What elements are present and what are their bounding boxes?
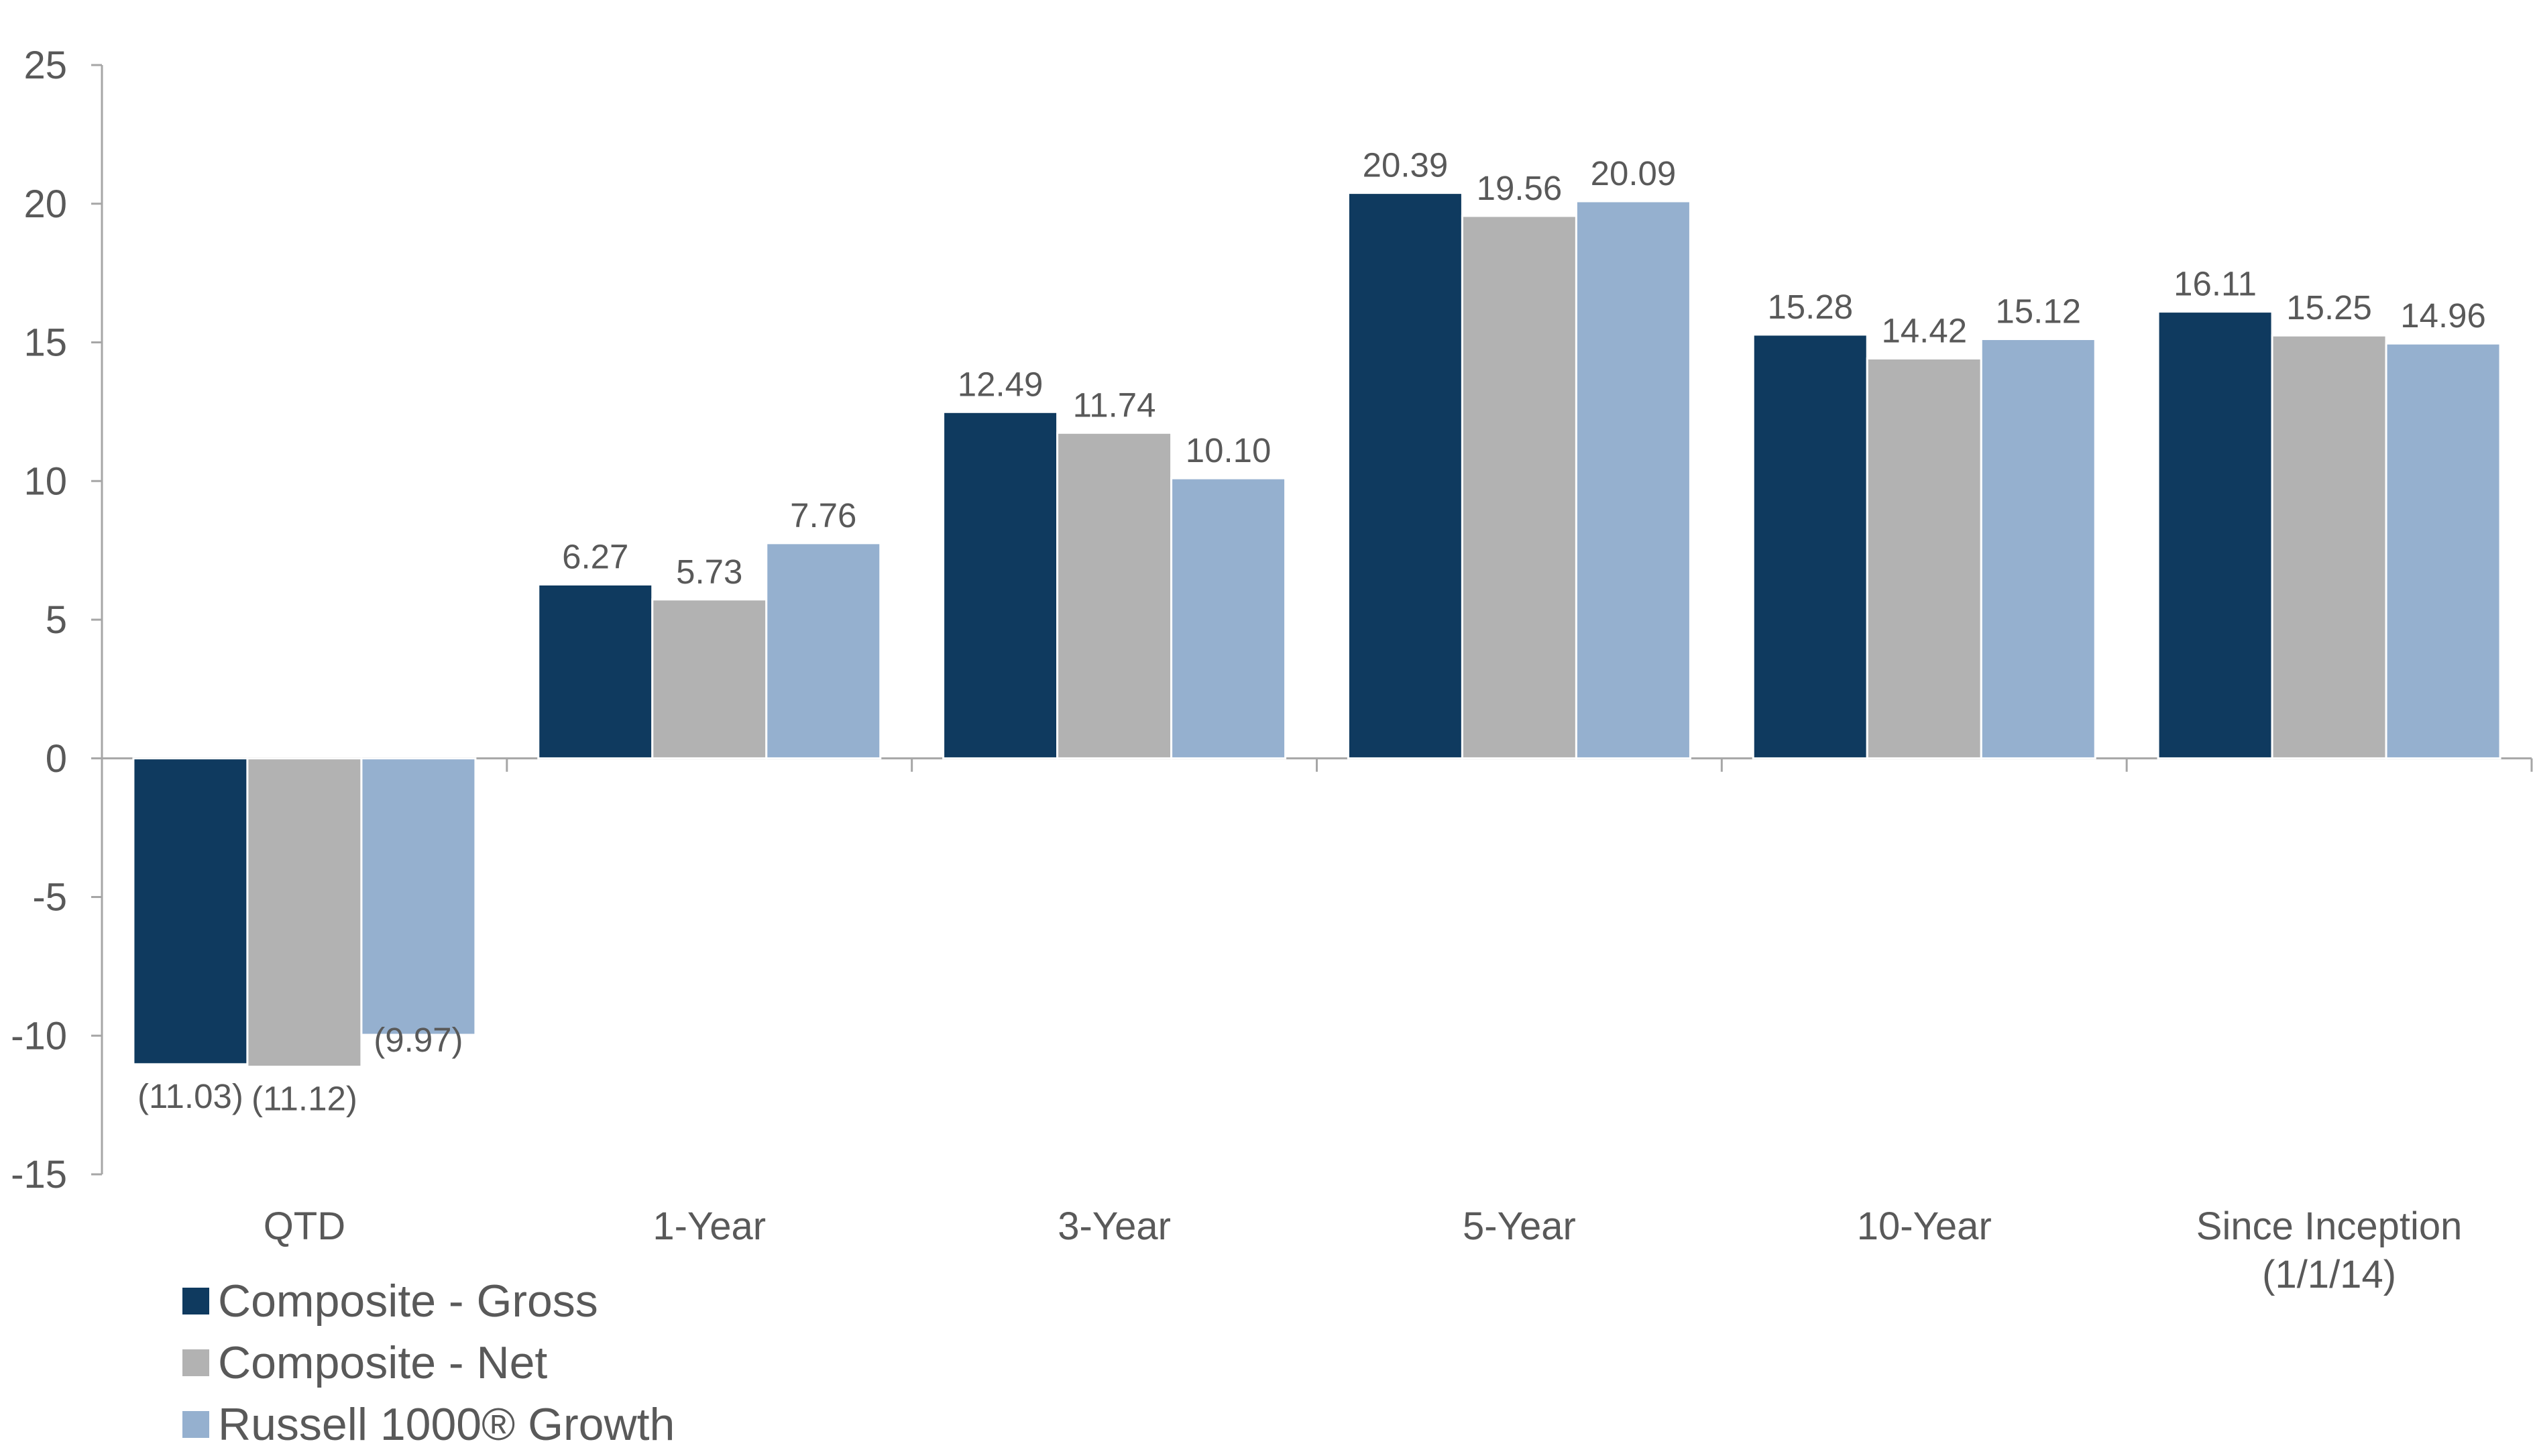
bar (765, 542, 882, 760)
x-axis: QTD 1-Year 3-Year 5-Year 10-Year Since Incept… (101, 757, 2533, 1296)
y-axis: 25 20 15 10 5 0 -5 -10 -15 (11, 44, 103, 1196)
bars (132, 192, 2501, 1068)
data-label: (11.12) (251, 1080, 357, 1118)
data-label: 19.56 (1477, 169, 1563, 207)
y-tick-label: -10 (11, 1014, 67, 1058)
category-label: 1-Year (653, 1205, 766, 1248)
data-labels: (11.03) 6.27 12.49 20.39 15.28 16.11 (11.12) 5.… (137, 146, 2486, 1118)
category-label: 5-Year (1463, 1205, 1576, 1248)
legend-label: Russell 1000® Growth (218, 1399, 675, 1450)
bar (1056, 431, 1173, 760)
bar (1170, 477, 1287, 760)
y-tick-label: 20 (23, 182, 67, 226)
category-label: 3-Year (1058, 1205, 1171, 1248)
data-label: 6.27 (562, 537, 628, 575)
data-label: 14.42 (1881, 311, 1967, 349)
y-tick-label: 10 (23, 459, 67, 503)
data-label: 5.73 (676, 553, 742, 591)
y-tick-label: 25 (23, 44, 67, 87)
bar (1752, 333, 1868, 760)
data-label: 10.10 (1186, 431, 1272, 469)
legend-swatch (182, 1288, 209, 1314)
data-label: 7.76 (790, 496, 856, 535)
y-tick-label: -5 (32, 876, 67, 919)
bar (942, 410, 1059, 760)
bar (246, 757, 363, 1068)
category-label: QTD (264, 1205, 345, 1248)
bar (132, 757, 249, 1066)
y-tick-label: 15 (23, 321, 67, 365)
data-label: 15.28 (1767, 288, 1853, 326)
bar (2271, 334, 2387, 760)
y-tick-label: 0 (46, 737, 67, 781)
legend-swatch (182, 1349, 209, 1376)
category-label: Since Inception (2196, 1205, 2463, 1248)
y-tick-label: 5 (46, 598, 67, 642)
bar (1575, 200, 1691, 760)
y-tick-label: -15 (11, 1153, 67, 1196)
data-label: (11.03) (137, 1077, 243, 1115)
data-label: 20.39 (1363, 146, 1449, 184)
bar (360, 757, 477, 1036)
data-label: 15.25 (2286, 288, 2372, 327)
bar (1347, 192, 1463, 760)
data-label: 11.74 (1073, 386, 1156, 424)
bar (2157, 311, 2273, 760)
legend-label: Composite - Net (218, 1337, 547, 1388)
legend-label: Composite - Gross (218, 1276, 598, 1327)
data-label: (9.97) (374, 1021, 463, 1059)
legend-swatch (182, 1411, 209, 1438)
data-label: 15.12 (1995, 292, 2081, 331)
bar (651, 598, 768, 760)
category-label: (1/1/14) (2262, 1253, 2396, 1296)
legend: Composite - Gross Composite - Net Russell … (182, 1276, 675, 1450)
data-label: 12.49 (958, 365, 1044, 403)
bar (1980, 338, 2096, 760)
category-label: 10-Year (1857, 1205, 1992, 1248)
data-label: 14.96 (2400, 296, 2486, 335)
bar (537, 583, 654, 760)
bar (1461, 215, 1577, 760)
bar (1866, 357, 1982, 760)
data-label: 16.11 (2174, 265, 2257, 303)
data-label: 20.09 (1591, 154, 1677, 192)
bar (2385, 342, 2501, 760)
